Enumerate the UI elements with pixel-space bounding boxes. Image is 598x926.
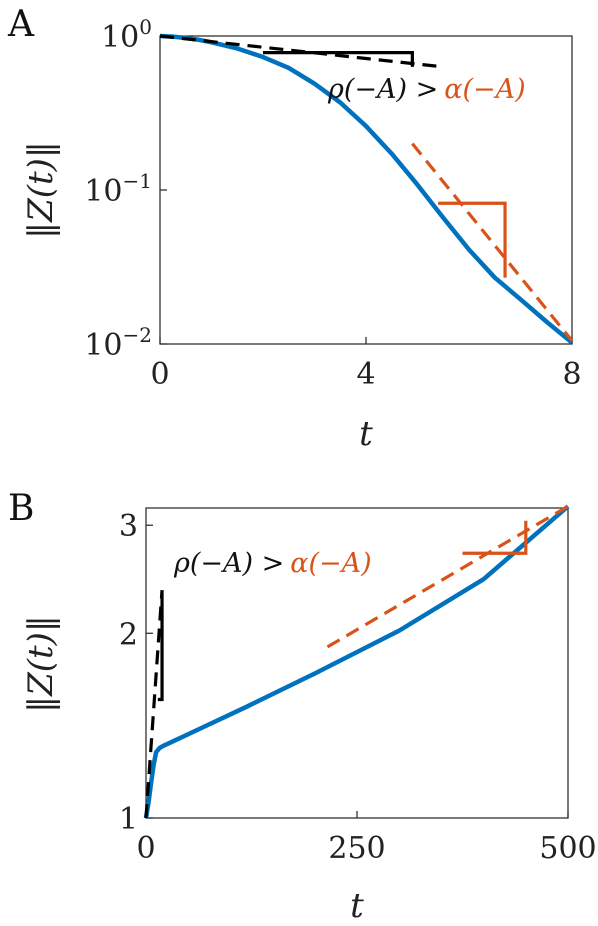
panel-b-y-tick-label: 2: [119, 617, 138, 652]
panel-b-annotation-rho: ρ(−A) >: [173, 548, 284, 579]
panel-b-y-label: ‖Z(t)‖: [21, 615, 61, 713]
panel-b-x-label: t: [350, 886, 364, 926]
panel-b-series: [143, 504, 570, 819]
panel-b-label: B: [8, 488, 34, 529]
panel-b-slope-triangle-rho: [157, 590, 164, 702]
panel-b-y-tick-label: 1: [119, 802, 138, 837]
panel-a-y-label: ‖Z(t)‖: [21, 141, 61, 239]
panel-a-x-tick-label: 4: [356, 357, 375, 392]
panel-b-x-tick-label: 250: [328, 831, 385, 866]
panel-a-y-tick-label: 10−2: [84, 323, 152, 363]
panel-a-slope-triangle-rho: [263, 51, 414, 67]
panel-a: A 0 4 8 100 10−1 10−2 t ‖Z(t)‖ ρ(−A) > α(−A): [7, 4, 582, 454]
panel-a-x-ticks: 0 4 8: [150, 337, 582, 392]
panel-b-y-ticks: 1 2 3: [119, 509, 153, 837]
panel-b-x-tick-label: 0: [136, 831, 155, 866]
panel-a-asymptote-alpha-line: [411, 142, 574, 342]
panel-a-annotation: ρ(−A) > α(−A): [327, 74, 526, 105]
panel-b-asymptote-rho-line: [144, 590, 164, 819]
panel-a-x-tick-label: 8: [562, 357, 581, 392]
panel-b-asymptote-alpha-line: [326, 504, 569, 649]
panel-a-series: [159, 33, 574, 345]
panel-a-y-tick-label: 100: [101, 15, 152, 55]
panel-a-norm-line: [159, 33, 574, 345]
panel-a-slope-triangle-alpha: [438, 201, 507, 278]
panel-b-annotation: ρ(−A) > α(−A): [173, 548, 372, 579]
panel-a-annotation-rho: ρ(−A) >: [327, 74, 438, 105]
panel-a-y-ticks: 100 10−1 10−2: [84, 15, 167, 363]
panel-b-slope-triangle-alpha: [462, 520, 528, 555]
panel-b-annotation-alpha: α(−A): [290, 548, 371, 579]
panel-b-y-tick-label: 3: [119, 509, 138, 544]
panel-a-x-label: t: [359, 414, 373, 454]
panel-b-norm-line: [143, 504, 570, 819]
panel-a-x-tick-label: 0: [150, 357, 169, 392]
panel-b-x-tick-label: 500: [539, 831, 596, 866]
panel-a-y-tick-label: 10−1: [84, 169, 152, 209]
panel-b-x-ticks: 0 250 500: [136, 811, 597, 866]
panel-a-label: A: [7, 4, 35, 45]
panel-b: B 0 250 500 1 2 3 t ‖Z(t)‖ ρ(−A) > α(−A): [8, 488, 597, 926]
panel-a-annotation-alpha: α(−A): [444, 74, 525, 105]
